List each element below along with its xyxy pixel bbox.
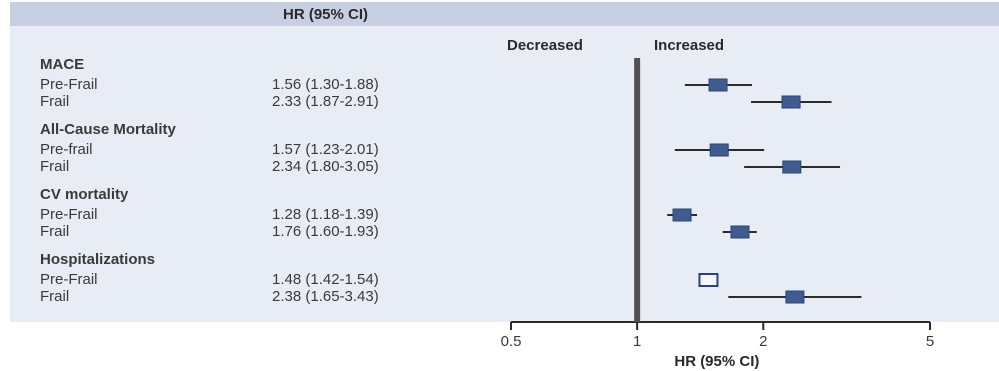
ci-column-header: HR (95% CI) <box>283 6 369 23</box>
ci-text-acm-prefrail: 1.57 (1.23-2.01) <box>272 141 379 158</box>
x-tick-label-2: 2 <box>759 333 767 350</box>
group-label-hospitalizations: Hospitalizations <box>40 251 156 268</box>
ci-text-hosp-prefrail: 1.48 (1.42-1.54) <box>272 271 379 288</box>
ci-text-cv-prefrail: 1.28 (1.18-1.39) <box>272 206 379 223</box>
x-axis-title: HR (95% CI) <box>674 353 759 370</box>
group-label-cv-mortality: CV mortality <box>40 186 129 203</box>
row-label-hosp-prefrail: Pre-Frail <box>40 271 98 288</box>
hr-marker-g3-r0 <box>698 273 719 287</box>
hr-marker-g3-r1 <box>785 290 805 304</box>
x-tick-label-3: 5 <box>926 333 934 350</box>
ci-text-mace-frail: 2.33 (1.87-2.91) <box>272 93 379 110</box>
hr-marker-g2-r1 <box>730 225 750 239</box>
x-tick-label-0: 0.5 <box>501 333 522 350</box>
x-tick-label-1: 1 <box>633 333 641 350</box>
increased-label: Increased <box>654 37 725 54</box>
ci-text-cv-frail: 1.76 (1.60-1.93) <box>272 223 379 240</box>
row-label-acm-frail: Frail <box>40 158 70 175</box>
plot-panel <box>10 26 999 322</box>
row-label-cv-frail: Frail <box>40 223 70 240</box>
hr-marker-g1-r0 <box>709 143 729 157</box>
row-label-mace-frail: Frail <box>40 93 70 110</box>
ci-text-hosp-frail: 2.38 (1.65-3.43) <box>272 288 379 305</box>
decreased-label: Decreased <box>507 37 583 54</box>
header-band <box>10 2 999 26</box>
row-label-cv-prefrail: Pre-Frail <box>40 206 98 223</box>
group-label-all-cause-mortality: All-Cause Mortality <box>40 121 176 138</box>
group-label-mace: MACE <box>40 56 85 73</box>
hr-marker-g0-r1 <box>781 95 801 109</box>
row-label-mace-prefrail: Pre-Frail <box>40 76 98 93</box>
ci-text-mace-prefrail: 1.56 (1.30-1.88) <box>272 76 379 93</box>
ci-text-acm-frail: 2.34 (1.80-3.05) <box>272 158 379 175</box>
row-label-hosp-frail: Frail <box>40 288 70 305</box>
hr-marker-g2-r0 <box>672 208 692 222</box>
hr-marker-g1-r1 <box>782 160 802 174</box>
hr-marker-g0-r0 <box>708 78 728 92</box>
row-label-acm-prefrail: Pre-frail <box>40 141 93 158</box>
